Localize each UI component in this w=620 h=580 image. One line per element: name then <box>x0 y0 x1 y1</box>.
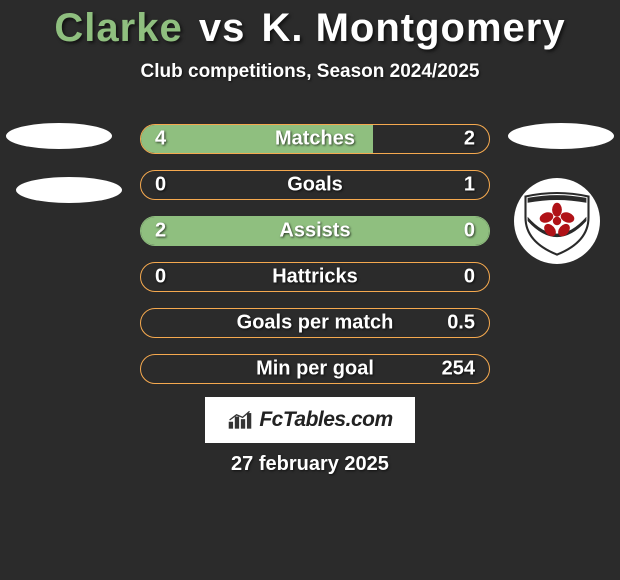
stat-row: 0Hattricks0 <box>140 262 490 292</box>
branding-box: FcTables.com <box>205 397 415 443</box>
stat-right-value: 0 <box>464 266 475 289</box>
subtitle: Club competitions, Season 2024/2025 <box>0 61 620 83</box>
player1-badge-secondary <box>16 177 122 203</box>
player2-badge <box>508 123 614 149</box>
stat-row: 2Assists0 <box>140 216 490 246</box>
stats-container: 4Matches20Goals12Assists00Hattricks0Goal… <box>140 124 490 400</box>
stat-right-value: 1 <box>464 174 475 197</box>
stat-label: Matches <box>141 128 489 151</box>
stat-row: Goals per match0.5 <box>140 308 490 338</box>
branding-text: FcTables.com <box>259 408 392 432</box>
stat-right-value: 254 <box>442 358 475 381</box>
stat-label: Min per goal <box>141 358 489 381</box>
club-logo <box>514 178 600 264</box>
stat-right-value: 2 <box>464 128 475 151</box>
player1-badge <box>6 123 112 149</box>
fctables-logo-icon <box>227 409 253 431</box>
stat-label: Goals per match <box>141 312 489 335</box>
stat-label: Goals <box>141 174 489 197</box>
page-title: Clarke vs K. Montgomery <box>0 0 620 51</box>
stat-row: 0Goals1 <box>140 170 490 200</box>
stat-right-value: 0.5 <box>447 312 475 335</box>
stat-label: Hattricks <box>141 266 489 289</box>
stat-row: Min per goal254 <box>140 354 490 384</box>
date-text: 27 february 2025 <box>0 453 620 476</box>
stat-row: 4Matches2 <box>140 124 490 154</box>
stat-label: Assists <box>141 220 489 243</box>
vs-text: vs <box>199 6 246 50</box>
chorley-fc-crest-icon <box>522 186 592 256</box>
stat-right-value: 0 <box>464 220 475 243</box>
player2-name: K. Montgomery <box>261 6 565 50</box>
player1-name: Clarke <box>54 6 182 50</box>
